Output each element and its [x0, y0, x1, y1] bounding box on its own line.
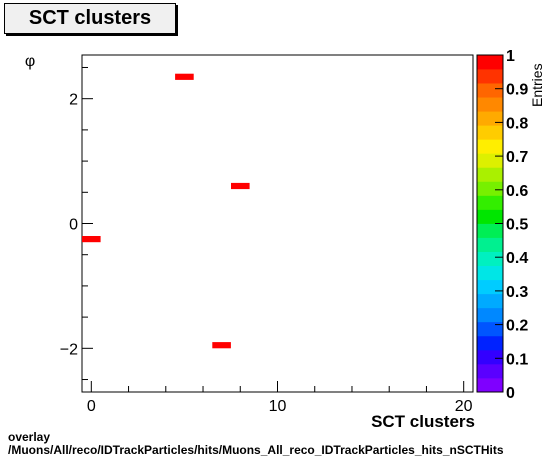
heatmap-bin-1 [231, 182, 250, 190]
palette-segment [477, 125, 503, 140]
palette-segment [477, 209, 503, 224]
palette-segment [477, 363, 503, 379]
x-tick-label: 20 [455, 398, 473, 415]
palette-segment [477, 153, 503, 168]
z-tick-label: 1 [506, 48, 515, 65]
palette-segment [477, 139, 503, 154]
palette-segment [477, 307, 503, 323]
x-tick-label: 0 [87, 398, 96, 415]
palette-segment [477, 223, 503, 238]
palette-segment [477, 335, 503, 351]
z-tick-label: 0.6 [506, 183, 528, 200]
palette-segment [477, 69, 503, 84]
bins-layer [82, 73, 250, 349]
palette-segment [477, 251, 503, 267]
y-tick-label: 2 [69, 92, 78, 109]
palette-segment [477, 279, 503, 295]
x-axis-label: SCT clusters [371, 412, 475, 431]
heatmap-bin-3 [212, 342, 231, 349]
palette-segment [477, 321, 503, 337]
palette-segment [477, 97, 503, 112]
palette-segment [477, 237, 503, 252]
plot-title: SCT clusters [4, 3, 176, 34]
axes-layer: 0 10 20 −2 0 2 [60, 66, 473, 415]
heatmap-bin-0 [175, 73, 194, 80]
footer-line-2: /Muons/All/reco/IDTrackParticles/hits/Mu… [8, 443, 504, 457]
palette-segment [477, 377, 503, 393]
z-tick-label: 0.9 [506, 82, 528, 99]
z-tick-label: 0.2 [506, 318, 528, 335]
z-tick-label: 0.1 [506, 351, 528, 368]
z-tick-label: 0.7 [506, 149, 528, 166]
palette-segment [477, 195, 503, 210]
color-palette: 0 0.1 0.2 0.3 0.4 0.5 0.6 0.7 0.8 0.9 1 [476, 48, 528, 402]
palette-segment [477, 349, 503, 365]
plot-frame [81, 54, 474, 393]
z-tick-label: 0.4 [506, 250, 528, 267]
z-axis-label: Entries [529, 63, 545, 107]
z-tick-label: 0 [506, 385, 515, 402]
footer-line-1: overlay [8, 430, 51, 444]
heatmap-bin-2 [82, 236, 101, 243]
palette-segment [477, 83, 503, 98]
z-tick-label: 0.8 [506, 115, 528, 132]
palette-segment [477, 181, 503, 196]
footer: overlay /Muons/All/reco/IDTrackParticles… [8, 431, 504, 457]
palette-segment [477, 55, 503, 70]
palette-segment [477, 265, 503, 281]
palette-segment [477, 167, 503, 182]
z-tick-label: 0.5 [506, 217, 528, 234]
x-tick-label: 10 [269, 398, 287, 415]
z-tick-label: 0.3 [506, 284, 528, 301]
y-tick-label: 0 [69, 217, 78, 234]
palette-segment [477, 293, 503, 309]
y-axis-label: φ [25, 53, 35, 70]
y-tick-label: −2 [60, 341, 78, 358]
palette-segment [477, 111, 503, 126]
